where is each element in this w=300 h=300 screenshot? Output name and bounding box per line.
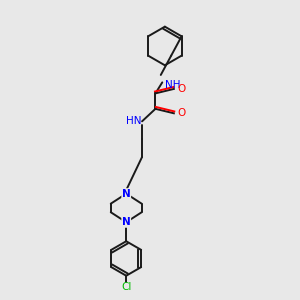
Text: HN: HN bbox=[126, 116, 141, 126]
Text: N: N bbox=[122, 217, 130, 227]
Text: Cl: Cl bbox=[121, 282, 131, 292]
Text: O: O bbox=[178, 84, 186, 94]
Text: O: O bbox=[178, 108, 186, 118]
Text: NH: NH bbox=[165, 80, 181, 90]
Text: N: N bbox=[122, 189, 130, 199]
